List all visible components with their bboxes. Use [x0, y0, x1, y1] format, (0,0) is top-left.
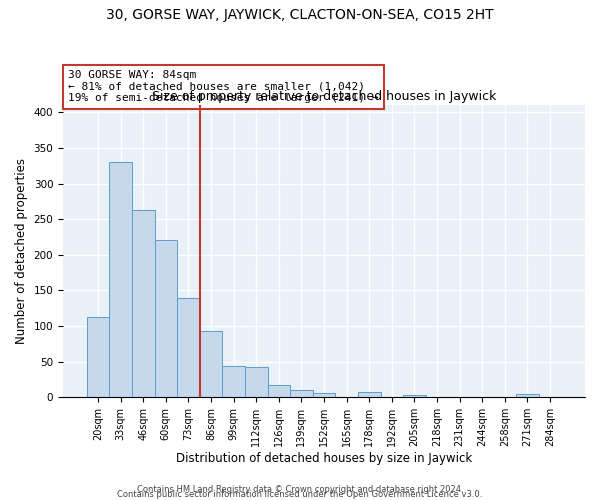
Bar: [177, 298, 200, 398]
Bar: [516, 394, 539, 398]
Y-axis label: Number of detached properties: Number of detached properties: [15, 158, 28, 344]
Bar: [155, 240, 177, 398]
Text: Contains HM Land Registry data © Crown copyright and database right 2024.: Contains HM Land Registry data © Crown c…: [137, 484, 463, 494]
Bar: [245, 366, 268, 398]
Bar: [313, 393, 335, 398]
Text: 30, GORSE WAY, JAYWICK, CLACTON-ON-SEA, CO15 2HT: 30, GORSE WAY, JAYWICK, CLACTON-ON-SEA, …: [106, 8, 494, 22]
Bar: [358, 392, 380, 398]
Bar: [290, 390, 313, 398]
Bar: [268, 384, 290, 398]
Bar: [223, 366, 245, 398]
Bar: [87, 317, 109, 398]
Text: Contains public sector information licensed under the Open Government Licence v3: Contains public sector information licen…: [118, 490, 482, 499]
Text: 30 GORSE WAY: 84sqm
← 81% of detached houses are smaller (1,042)
19% of semi-det: 30 GORSE WAY: 84sqm ← 81% of detached ho…: [68, 70, 379, 103]
Title: Size of property relative to detached houses in Jaywick: Size of property relative to detached ho…: [152, 90, 496, 102]
X-axis label: Distribution of detached houses by size in Jaywick: Distribution of detached houses by size …: [176, 452, 472, 465]
Bar: [132, 210, 155, 398]
Bar: [109, 162, 132, 398]
Bar: [403, 395, 425, 398]
Bar: [200, 331, 223, 398]
